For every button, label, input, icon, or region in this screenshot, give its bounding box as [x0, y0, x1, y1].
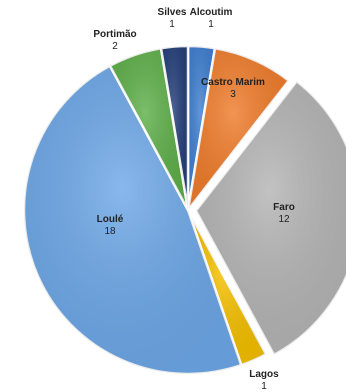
- pie-slice-shade: [188, 48, 289, 210]
- slice-label-castro-marim: Castro Marim: [201, 77, 265, 88]
- slice-label-alcoutim: Alcoutim: [190, 7, 233, 18]
- pie-slice-shade: [195, 81, 346, 355]
- pie-slice-shade: [109, 48, 188, 210]
- slice-value-lagos: 1: [261, 381, 267, 392]
- slice-value-silves: 1: [169, 19, 175, 30]
- slice-value-loulé: 18: [104, 226, 116, 237]
- pie-slice-shade: [188, 210, 267, 366]
- slice-value-alcoutim: 1: [208, 19, 214, 30]
- slice-label-silves: Silves: [158, 7, 187, 18]
- slice-value-castro-marim: 3: [230, 89, 236, 100]
- pie-slice-shade: [161, 46, 188, 210]
- pie-slices: [22, 44, 346, 376]
- slice-value-faro: 12: [278, 214, 290, 225]
- slice-label-loulé: Loulé: [97, 214, 124, 225]
- slice-value-portimão: 2: [112, 41, 118, 52]
- pie-slice-shade: [24, 65, 242, 374]
- slice-label-portimão: Portimão: [93, 29, 136, 40]
- slice-label-lagos: Lagos: [249, 369, 279, 380]
- slice-label-faro: Faro: [273, 202, 295, 213]
